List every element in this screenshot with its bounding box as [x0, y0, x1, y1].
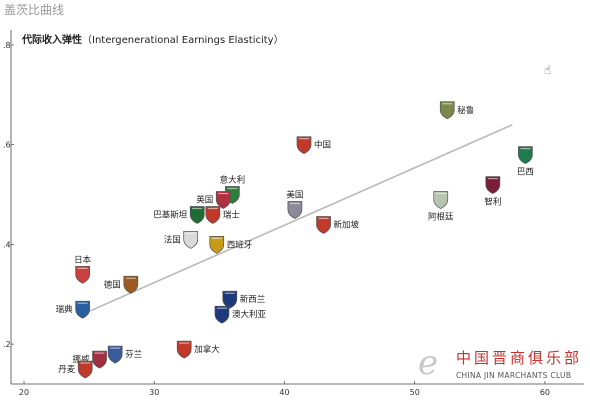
data-point: 智利 [484, 176, 501, 208]
data-point: 加拿大 [176, 340, 220, 359]
country-shield-marker [215, 191, 231, 209]
watermark-name-en: CHINA JIN MARCHANTS CLUB [456, 371, 572, 380]
data-point: 德国 [104, 275, 139, 294]
point-label: 挪威 [73, 354, 91, 365]
watermark-name-cn: 中国晋商俱乐部 [456, 349, 583, 367]
data-point: 芬兰 [107, 345, 142, 364]
point-label: 法国 [164, 234, 181, 245]
y-tick-label: .6 [3, 141, 11, 150]
data-point: 巴西 [517, 146, 534, 178]
country-shield-marker [433, 191, 449, 209]
country-shield-marker [296, 136, 312, 155]
trendline [82, 124, 513, 315]
point-label: 新加坡 [334, 219, 360, 230]
y-axis-title: 代际收入弹性（Intergenerational Earnings Elasti… [22, 31, 284, 46]
point-label: 日本 [74, 254, 92, 265]
data-point: 英国 [196, 191, 231, 209]
country-shield-marker [222, 290, 238, 309]
country-shield-marker [214, 305, 230, 324]
country-shield-marker [209, 236, 225, 254]
country-shield-marker [439, 101, 455, 120]
page-title: 盖茨比曲线 [4, 3, 65, 17]
point-label: 西班牙 [227, 239, 253, 250]
point-label: 巴基斯坦 [153, 209, 188, 220]
data-point: 瑞士 [205, 206, 241, 224]
country-shield-marker [518, 146, 533, 165]
country-shield-marker [189, 206, 205, 224]
point-label: 秘鲁 [457, 105, 474, 116]
point-label: 芬兰 [125, 349, 142, 360]
point-label: 丹麦 [58, 364, 76, 375]
country-shield-marker [485, 176, 501, 194]
data-point: 挪威 [73, 350, 107, 369]
hand-cursor-icon: ☝ [544, 63, 552, 77]
x-tick-label: 40 [279, 388, 289, 397]
y-tick-label: .4 [3, 240, 11, 249]
y-axis-title-en: （Intergenerational Earnings Elasticity） [82, 35, 284, 46]
country-shield-marker [75, 265, 90, 284]
country-shield-marker [205, 206, 221, 224]
data-point: 新加坡 [316, 216, 360, 234]
point-label: 中国 [314, 140, 331, 151]
point-label: 智利 [484, 197, 501, 208]
data-point: 丹麦 [58, 360, 93, 379]
data-point: 巴基斯坦 [153, 206, 205, 224]
country-shield-marker [77, 360, 93, 379]
point-label: 德国 [104, 279, 121, 290]
point-label: 加拿大 [194, 344, 220, 355]
data-point: 中国 [296, 136, 331, 155]
trendline-group [82, 124, 513, 315]
data-point: 新西兰 [222, 290, 266, 309]
point-label: 新西兰 [240, 294, 266, 305]
axes: .2 .4 .6 .8 20 30 40 50 60 [3, 30, 584, 397]
country-shield-marker [176, 340, 192, 359]
point-label: 瑞士 [223, 209, 241, 220]
x-tick-label: 20 [19, 388, 29, 397]
data-point: 西班牙 [209, 236, 253, 254]
data-point: 瑞典 [56, 300, 90, 319]
point-label: 意大利 [220, 175, 246, 186]
y-tick-label: .2 [3, 340, 11, 349]
country-shield-marker [183, 231, 199, 249]
data-point: 美国 [286, 189, 303, 219]
x-tick-label: 60 [540, 388, 550, 397]
club-logo-icon: e [418, 343, 439, 383]
point-label: 澳大利亚 [232, 309, 267, 320]
country-shield-marker [75, 300, 90, 319]
point-label: 阿根廷 [428, 212, 454, 223]
point-label: 巴西 [517, 168, 534, 178]
country-shield-marker [92, 350, 107, 369]
x-tick-label: 50 [410, 388, 420, 397]
data-point: 澳大利亚 [214, 305, 267, 324]
watermark: e 中国晋商俱乐部 CHINA JIN MARCHANTS CLUB [418, 346, 588, 394]
x-tick-label: 30 [149, 388, 159, 397]
country-shield-marker [316, 216, 331, 234]
country-shield-marker [107, 345, 123, 364]
data-point: 阿根廷 [428, 191, 454, 223]
country-shield-marker [287, 201, 303, 219]
point-label: 美国 [286, 189, 303, 200]
data-point: 法国 [164, 231, 199, 249]
point-label: 英国 [196, 195, 213, 206]
data-point: 日本 [74, 254, 92, 284]
point-label: 瑞典 [56, 304, 74, 315]
y-axis-title-cn: 代际收入弹性 [22, 35, 82, 46]
data-point: 秘鲁 [439, 101, 474, 120]
country-shield-marker [123, 275, 139, 294]
y-tick-label: .8 [3, 41, 11, 50]
